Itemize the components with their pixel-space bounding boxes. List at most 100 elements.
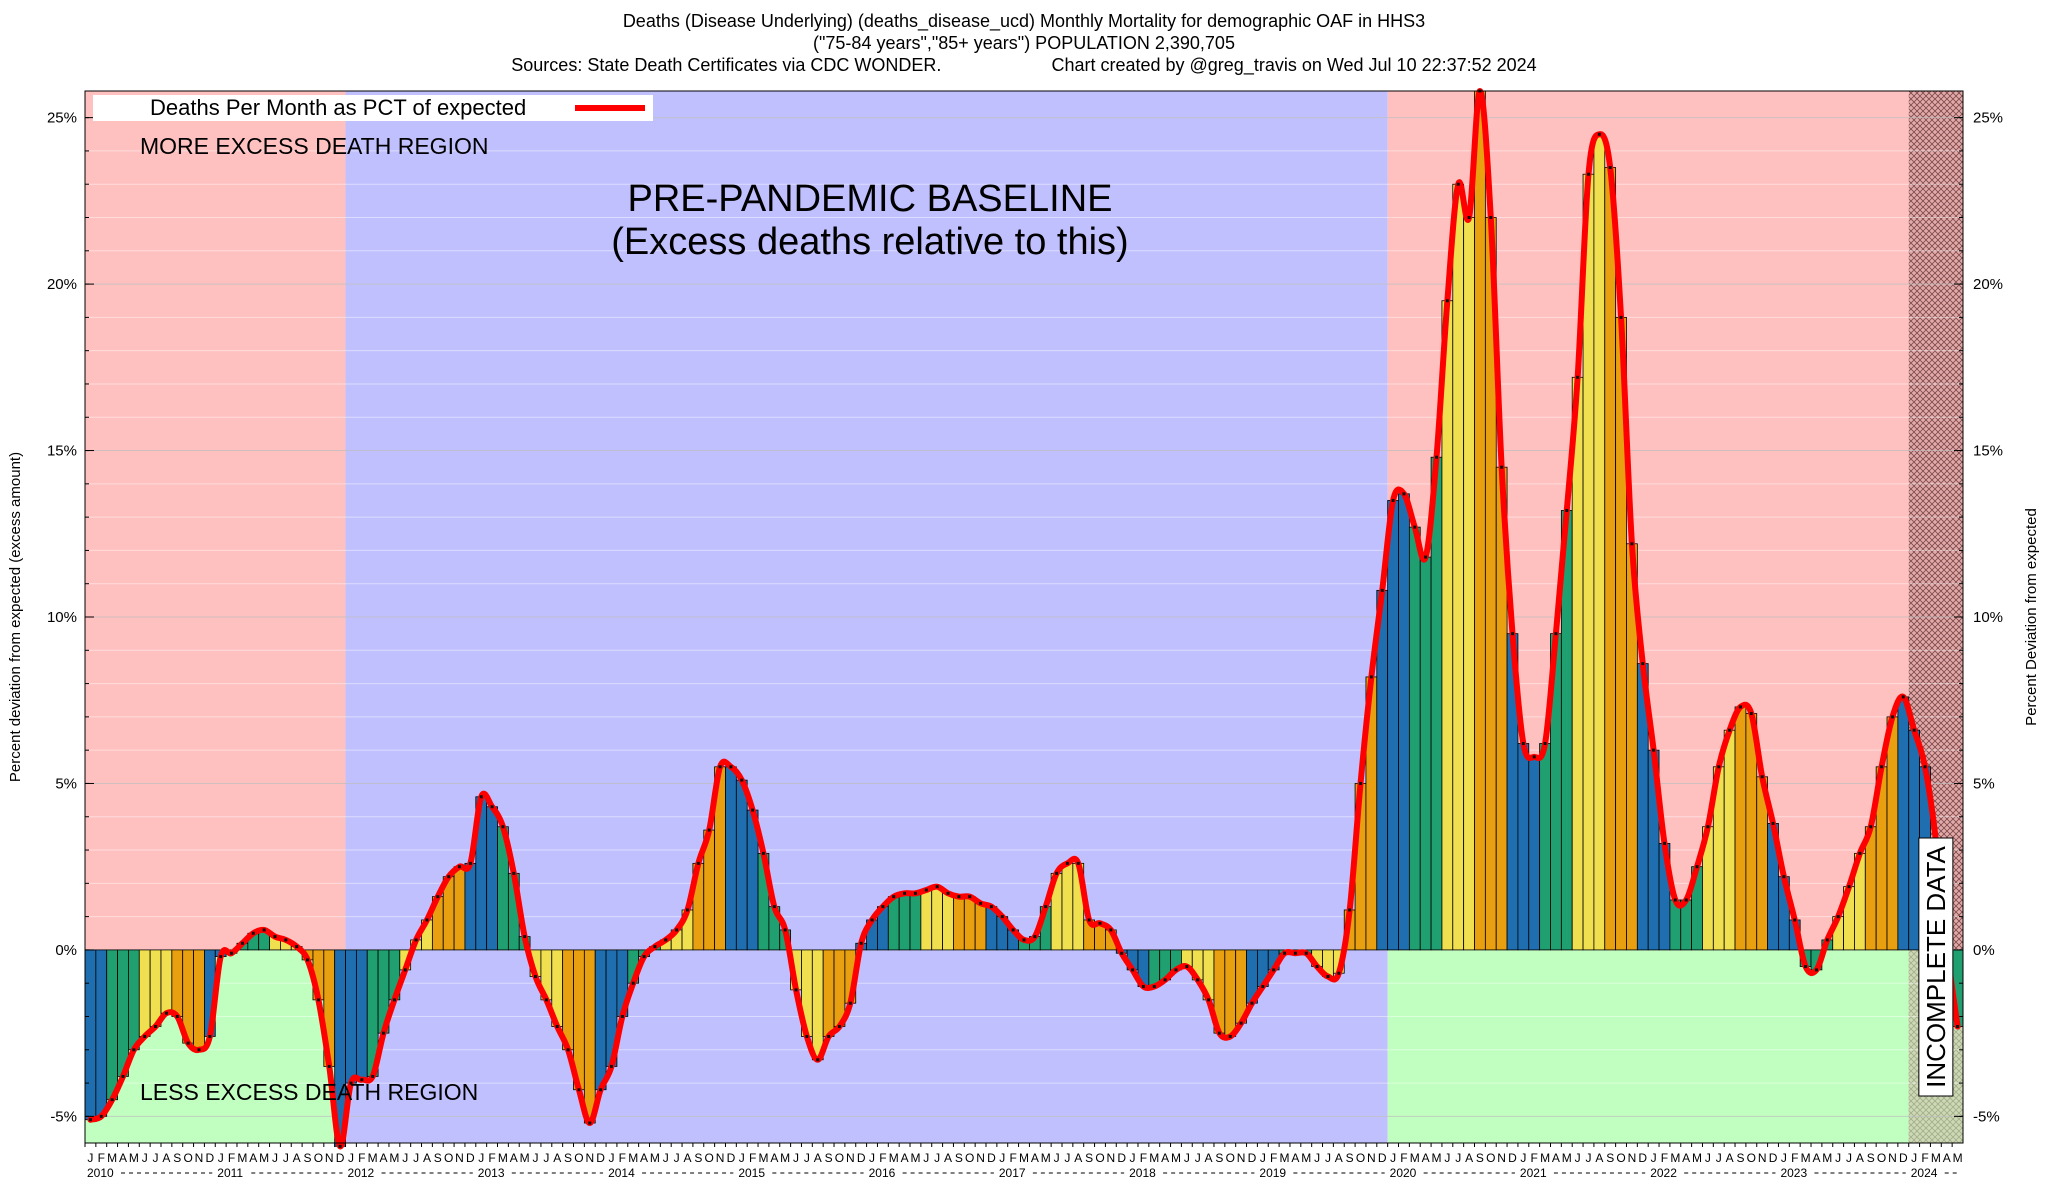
line-marker [609,1064,613,1068]
month-label: J [1054,1151,1060,1165]
line-marker [501,825,505,829]
line-marker [696,861,700,865]
line-marker [1912,728,1916,732]
line-marker [1022,938,1026,942]
month-label: J [1390,1151,1396,1165]
month-label: O [314,1151,323,1165]
line-marker [1044,905,1048,909]
line-marker [208,1034,212,1038]
line-marker [1782,875,1786,879]
line-marker [1543,742,1547,746]
line-marker [425,918,429,922]
line-marker [599,1088,603,1092]
line-marker [1836,915,1840,919]
line-marker [1261,985,1265,989]
month-label: J [1651,1151,1657,1165]
line-marker [1337,971,1341,975]
line-marker [1521,742,1525,746]
month-label: J [478,1151,484,1165]
ytick-label-right: 0% [1973,942,1995,959]
line-marker [1793,918,1797,922]
month-label: S [304,1151,312,1165]
legend-box [93,95,653,121]
month-label: J [793,1151,799,1165]
line-marker [555,1024,559,1028]
month-label: A [423,1151,431,1165]
created-by-text: Chart created by @greg_travis on Wed Jul… [1051,55,1537,75]
line-marker [1174,968,1178,972]
month-label: F [1140,1151,1147,1165]
month-label: A [1943,1151,1951,1165]
month-label: N [1497,1151,1506,1165]
line-marker [1413,525,1417,529]
legend-label: Deaths Per Month as PCT of expected [150,95,526,120]
line-marker [1293,951,1297,955]
month-label: F [1921,1151,1928,1165]
ytick-label-right: 25% [1973,110,2003,127]
line-marker [1717,765,1721,769]
month-label: N [585,1151,594,1165]
line-marker [110,1098,114,1102]
ytick-label-right: 5% [1973,775,1995,792]
line-marker [1065,861,1069,865]
month-label: A [683,1151,691,1165]
month-label: A [1422,1151,1430,1165]
line-marker [327,1064,331,1068]
month-label: M [910,1151,920,1165]
line-marker [1033,935,1037,939]
bar [1408,526,1421,951]
month-label: J [1064,1151,1070,1165]
line-marker [751,808,755,812]
line-marker [794,988,798,992]
line-marker [1196,978,1200,982]
line-marker [436,895,440,899]
month-label: J [1314,1151,1320,1165]
line-marker [1315,965,1319,969]
bar [931,886,943,951]
month-label: J [413,1151,419,1165]
line-marker [685,908,689,912]
line-marker [1467,216,1471,220]
month-label: N [1758,1151,1767,1165]
bar [942,892,954,951]
line-marker [1087,918,1091,922]
line-marker [1880,765,1884,769]
line-marker [284,938,288,942]
month-label: M [368,1151,378,1165]
line-marker [1272,968,1276,972]
bar [355,949,368,1081]
year-label: 2011 [217,1166,243,1180]
month-label: M [1953,1151,1963,1165]
month-label: A [1552,1151,1560,1165]
month-label: N [976,1151,985,1165]
line-marker [1804,965,1808,969]
bars [84,90,1964,1147]
bar [106,949,118,1101]
month-label: A [1465,1151,1473,1165]
line-marker [1120,951,1124,955]
month-label: M [1562,1151,1572,1165]
line-marker [913,891,917,895]
month-label: D [336,1151,345,1165]
month-label: J [272,1151,278,1165]
line-marker [783,928,787,932]
line-marker [1500,465,1504,469]
month-label: M [1931,1151,1941,1165]
month-label: O [705,1151,714,1165]
month-label: J [869,1151,875,1165]
line-marker [1304,951,1308,955]
month-label: M [1041,1151,1051,1165]
line-marker [164,1011,168,1015]
line-marker [1814,968,1818,972]
bar [1517,743,1530,951]
line-marker [414,938,418,942]
line-marker [1283,951,1287,955]
line-marker [566,1048,570,1052]
line-marker [230,951,234,955]
line-marker [1695,865,1699,869]
bar [1430,456,1443,951]
month-label: J [1444,1151,1450,1165]
month-label: O [444,1151,453,1165]
month-label: F [1400,1151,1407,1165]
month-label: F [1531,1151,1538,1165]
